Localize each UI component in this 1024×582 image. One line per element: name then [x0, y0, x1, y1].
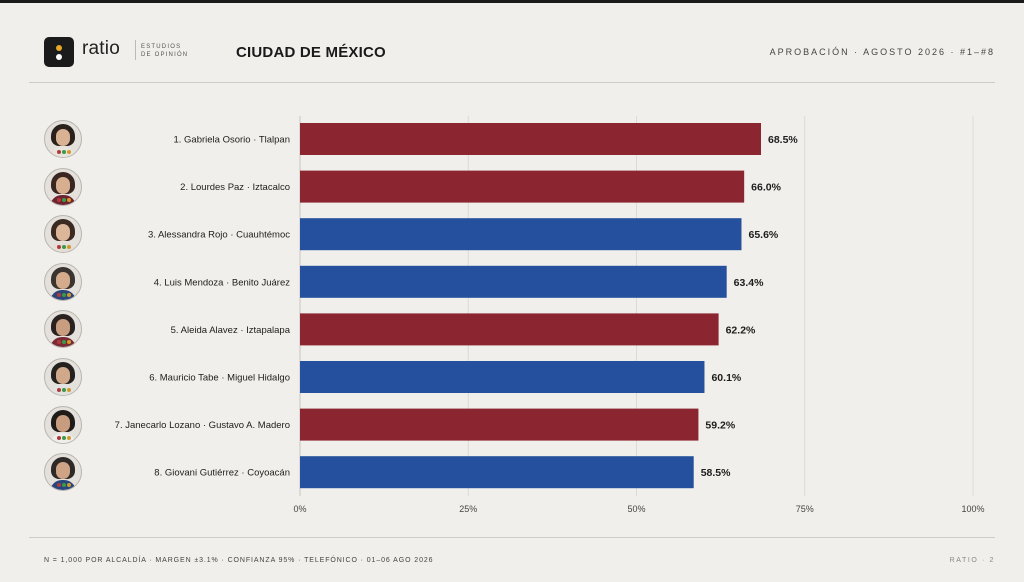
bar-2 [300, 170, 745, 203]
category-label: 3. Alessandra Rojo · Cuauhtémoc [148, 230, 290, 241]
page-title: CIUDAD DE MÉXICO [236, 44, 386, 61]
value-label: 65.6% [748, 229, 778, 241]
party-badge-icon [57, 388, 61, 392]
party-badge-icon [57, 245, 61, 250]
avatar-face [56, 462, 70, 480]
bar-5 [300, 313, 719, 346]
avatar-face [56, 129, 70, 146]
brand-subtitle-line2: DE OPINIÓN [141, 52, 189, 58]
party-badge-icon [67, 292, 71, 297]
bar-7 [300, 408, 699, 441]
category-label: 7. Janecarlo Lozano · Gustavo A. Madero [115, 420, 290, 431]
footer-page-number: RATIO · 2 [949, 557, 995, 564]
brand-name: ratio [82, 38, 120, 59]
party-badge-icon [62, 245, 66, 250]
party-badge-icon [57, 150, 61, 154]
brand-subtitle: ESTUDIOS DE OPINIÓN [141, 43, 188, 59]
brand-subtitle-line1: ESTUDIOS [141, 44, 182, 50]
bar-4 [300, 265, 727, 298]
category-label: 5. Aleida Alavez · Iztapalapa [171, 325, 291, 336]
category-label: 4. Luis Mendoza · Benito Juárez [154, 277, 290, 288]
party-badge-icon [62, 197, 66, 202]
party-badge-icon [57, 435, 61, 440]
party-badge-icon [62, 388, 66, 392]
x-tick-label: 75% [796, 504, 814, 514]
avatar-giovani-gutierrez [44, 453, 82, 492]
value-label: 66.0% [751, 182, 781, 194]
header-divider [29, 82, 995, 83]
avatar-alessandra-rojo [44, 215, 82, 254]
party-badge-icon [67, 388, 71, 392]
value-label: 59.2% [705, 420, 735, 432]
avatar-lourdes-paz [44, 167, 82, 206]
party-badge-icon [67, 197, 71, 202]
bar-6 [300, 361, 705, 393]
avatar-luis-mendoza [44, 262, 82, 301]
party-badge-icon [62, 150, 66, 154]
party-badge-icon [57, 292, 61, 297]
category-label: 8. Giovani Gutiérrez · Coyoacán [154, 468, 290, 479]
avatar-face [56, 367, 70, 384]
bar-3 [300, 218, 742, 251]
x-tick-label: 25% [459, 504, 477, 514]
footer-divider [29, 537, 995, 538]
bar-1 [300, 123, 762, 155]
party-badge-icon [62, 292, 66, 297]
ratio-logo-icon [44, 37, 74, 67]
header-subtitle: APROBACIÓN · AGOSTO 2026 · #1–#8 [769, 47, 995, 57]
bar-8 [300, 456, 694, 489]
brand-divider [135, 40, 136, 60]
avatar-face [56, 414, 70, 432]
party-badge-icon [57, 483, 61, 488]
category-label: 1. Gabriela Osorio · Tlalpan [173, 135, 290, 146]
party-badge-icon [67, 483, 71, 488]
avatar-mauricio-tabe [44, 358, 82, 396]
avatar-face [56, 224, 70, 242]
avatar-aleida-alavez [44, 310, 82, 349]
avatar-face [56, 319, 70, 337]
avatar-face [56, 176, 70, 194]
avatar-janecarlo-lozano [44, 405, 82, 444]
party-badge-icon [57, 197, 61, 202]
party-badge-icon [62, 483, 66, 488]
party-badge-icon [67, 150, 71, 154]
party-badge-icon [67, 245, 71, 250]
party-badge-icon [62, 435, 66, 440]
party-badge-icon [62, 340, 66, 345]
value-label: 58.5% [701, 467, 731, 479]
party-badge-icon [57, 340, 61, 345]
x-tick-label: 0% [293, 504, 306, 514]
category-label: 2. Lourdes Paz · Iztacalco [180, 182, 290, 193]
value-label: 63.4% [734, 277, 764, 289]
category-label: 6. Mauricio Tabe · Miguel Hidalgo [149, 373, 290, 384]
value-label: 60.1% [711, 372, 741, 384]
value-label: 62.2% [726, 324, 756, 336]
party-badge-icon [67, 340, 71, 345]
top-border [0, 0, 1024, 3]
avatar-face [56, 271, 70, 289]
value-label: 68.5% [768, 134, 798, 146]
x-tick-label: 50% [627, 504, 645, 514]
x-tick-label: 100% [961, 504, 984, 514]
footer-methodology: N = 1,000 POR ALCALDÍA · MARGEN ±3.1% · … [44, 557, 434, 564]
avatar-gabriela-osorio [44, 120, 82, 158]
party-badge-icon [67, 435, 71, 440]
